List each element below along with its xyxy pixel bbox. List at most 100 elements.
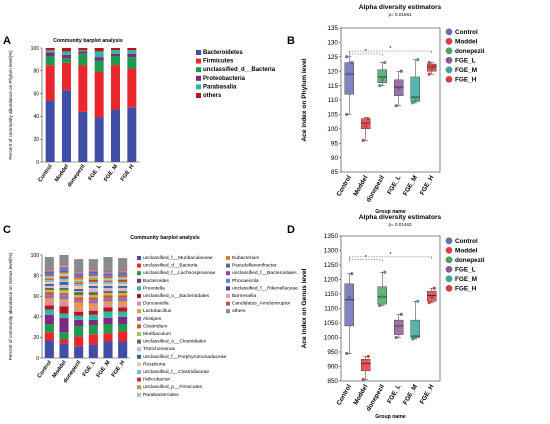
x-tick-label-moddel: Moddel [352,174,369,197]
y-tick-label: 110 [328,97,339,104]
panel-letter-a: A [3,35,11,47]
bar-segment-fge-m-prevotella [103,311,113,318]
legend-swatch-others [226,309,230,314]
bar-segment-fge-h-muribaculum [118,293,128,296]
panel-letter-c: C [3,224,11,236]
bar-segment-fge-h-unclassified-f-clostridiaceae [118,281,128,284]
legend-label-unclassified-o-bacteroidales: unclassified_o__Bacteroidales [143,293,210,299]
bar-segment-fge-h-unclassified-f-porphyromonadaceae [118,285,128,288]
bar-segment-fge-l-unclassified-f-rikenellaceae [88,271,98,273]
y-tick-label: 135 [327,25,338,32]
bar-segment-fge-m-lactobacillus [103,301,113,305]
bar-segment-fge-m-clostridium [103,295,113,299]
bar-segment-fge-h-unclassified-f-lachnospiraceae [118,324,128,332]
legend-swatch-roseburia [137,362,141,367]
legend-label-candidatus-amulumruptor: Candidatus_Amulumruptor [232,301,291,307]
y-axis-label: Ace index on Genus level [301,268,308,348]
y-tick-label: 60 [33,91,39,97]
legend-label-lactobacillus: Lactobacillus [143,308,172,314]
data-point-fge-m [416,58,420,62]
legend-swatch-others [196,93,201,98]
data-point-fge-h [432,286,436,290]
bar-segment-control-unclassified-d-bacteria [44,332,54,341]
significance-star: * [389,46,392,52]
legend-swatch-unclassified-p-firmicutes [137,385,141,390]
legend-swatch-candidatus-amulumruptor [226,301,230,306]
y-tick-label: 20 [33,335,39,341]
bar-segment-fge-m-tritrichomonas [103,287,113,292]
legend-swatch-helicobacter [137,377,141,382]
bar-segment-fge-h-unclassified-o-clostridiales [118,291,128,294]
x-tick-label-control: Control [336,383,354,406]
bar-segment-fge-h-unclassified-f-muribaculaceae [118,341,128,358]
legend-label-fge-h: FGE_H [455,77,477,84]
bar-segment-fge-h-unclassified-f-rikenellaceae [118,272,128,274]
y-tick-label: 1200 [324,277,339,284]
legend-swatch-alistipes [137,316,141,321]
data-point-moddel [364,362,368,366]
legend-label-fge-m: FGE_M [455,67,477,74]
bar-segment-fge-h-roseburia [118,283,128,286]
y-tick-label: 60 [33,294,39,300]
x-tick-label-fge-m: FGE_M [96,359,112,379]
bar-segment-fge-m-unclassified-p-firmicutes [103,279,113,281]
bar-segment-fge-l-firmicutes [94,71,104,118]
legend-marker-fge-l [445,56,453,64]
bar-segment-fge-h-duncaniella [118,304,128,308]
data-point-donepezil [383,270,387,274]
panel-c-genus-barplot: C Community barplot analysis 0 20 40 60 80 100… [3,224,298,398]
bar-segment-donepezil-pseudoflavonifractor [74,276,84,278]
bar-segment-fge-m-others [111,48,120,51]
bar-segment-fge-l-pseudoflavonifractor [88,274,98,276]
bar-segment-donepezil-clostridium [74,297,84,301]
data-point-fge-h [427,301,431,305]
bar-segment-fge-h-alistipes [118,298,128,302]
legend-marker-moddel [445,246,453,254]
bar-segment-control-parabasalia [45,50,55,53]
legend-label-eubacterium: Eubacterium [232,255,259,261]
bar-segment-fge-h-others [127,48,137,51]
legend-label-moddel: Moddel [455,39,478,46]
bar-segment-donepezil-roseburia [74,285,84,289]
legend-marker-fge-l [445,265,453,273]
bar-segment-donepezil-unclassified-f-bacteroidales [74,275,84,277]
chart-title: Alpha diversity estimators [359,214,442,221]
y-tick-label: 100 [327,126,338,133]
y-tick-label: 0 [36,356,39,362]
bar-segment-fge-l-tritrichomonas [88,287,98,293]
legend-label-others: others [203,93,222,99]
bar-segment-fge-l-others [94,48,104,52]
x-tick-label-fge-l: FGE_L [386,174,402,195]
y-tick-label: 40 [33,315,39,321]
bar-segment-fge-m-roseburia [103,283,113,286]
bar-segment-donepezil-unclassified-f-clostridiaceae [74,283,84,286]
bar-segment-control-clostridium [44,292,54,296]
legend-swatch-unclassified-o-clostridiales [137,339,141,344]
data-point-moddel [361,377,365,382]
bar-segment-moddel-lactobacillus [59,299,69,302]
legend-label-unclassified-f-bacteroidales: unclassified_f__Bacteroidales [232,270,297,276]
legend-label-unclassified-f-rikenellaceae: unclassified_f__Rikenellaceae [232,285,298,291]
bar-segment-donepezil-phocaeicola [74,274,84,276]
bar-segment-fge-m-unclassified-d-bacteria [111,55,120,66]
panel-a-phylum-barplot: A Community barplot analysis 0 20 40 60 80 100… [3,35,276,188]
y-tick-label: 850 [327,378,338,385]
box-donepezil [377,69,387,83]
bar-segment-control-parabacteroides [44,276,54,278]
legend-swatch-duncaniella [137,301,141,306]
bar-segment-moddel-unclassified-f-lachnospiraceae [59,332,69,340]
bar-segment-fge-h-prevotella [118,311,128,317]
x-tick-label-fge-h: FGE_H [419,383,436,405]
panel-letter-d: D [287,224,295,236]
x-tick-label-fge-m: FGE_M [402,384,419,407]
box-control [344,62,354,95]
data-point-donepezil [378,304,382,308]
bar-segment-control-bacteroides [44,314,54,325]
bar-segment-moddel-muribaculum [59,290,69,294]
legend-swatch-tritrichomonas [137,347,141,352]
legend-label-unclassified-f-muribaculaceae: unclassified_f__Muribaculaceae [143,255,213,261]
y-tick-label: 125 [327,54,338,61]
legend-swatch-bacteroidetes [196,50,201,55]
